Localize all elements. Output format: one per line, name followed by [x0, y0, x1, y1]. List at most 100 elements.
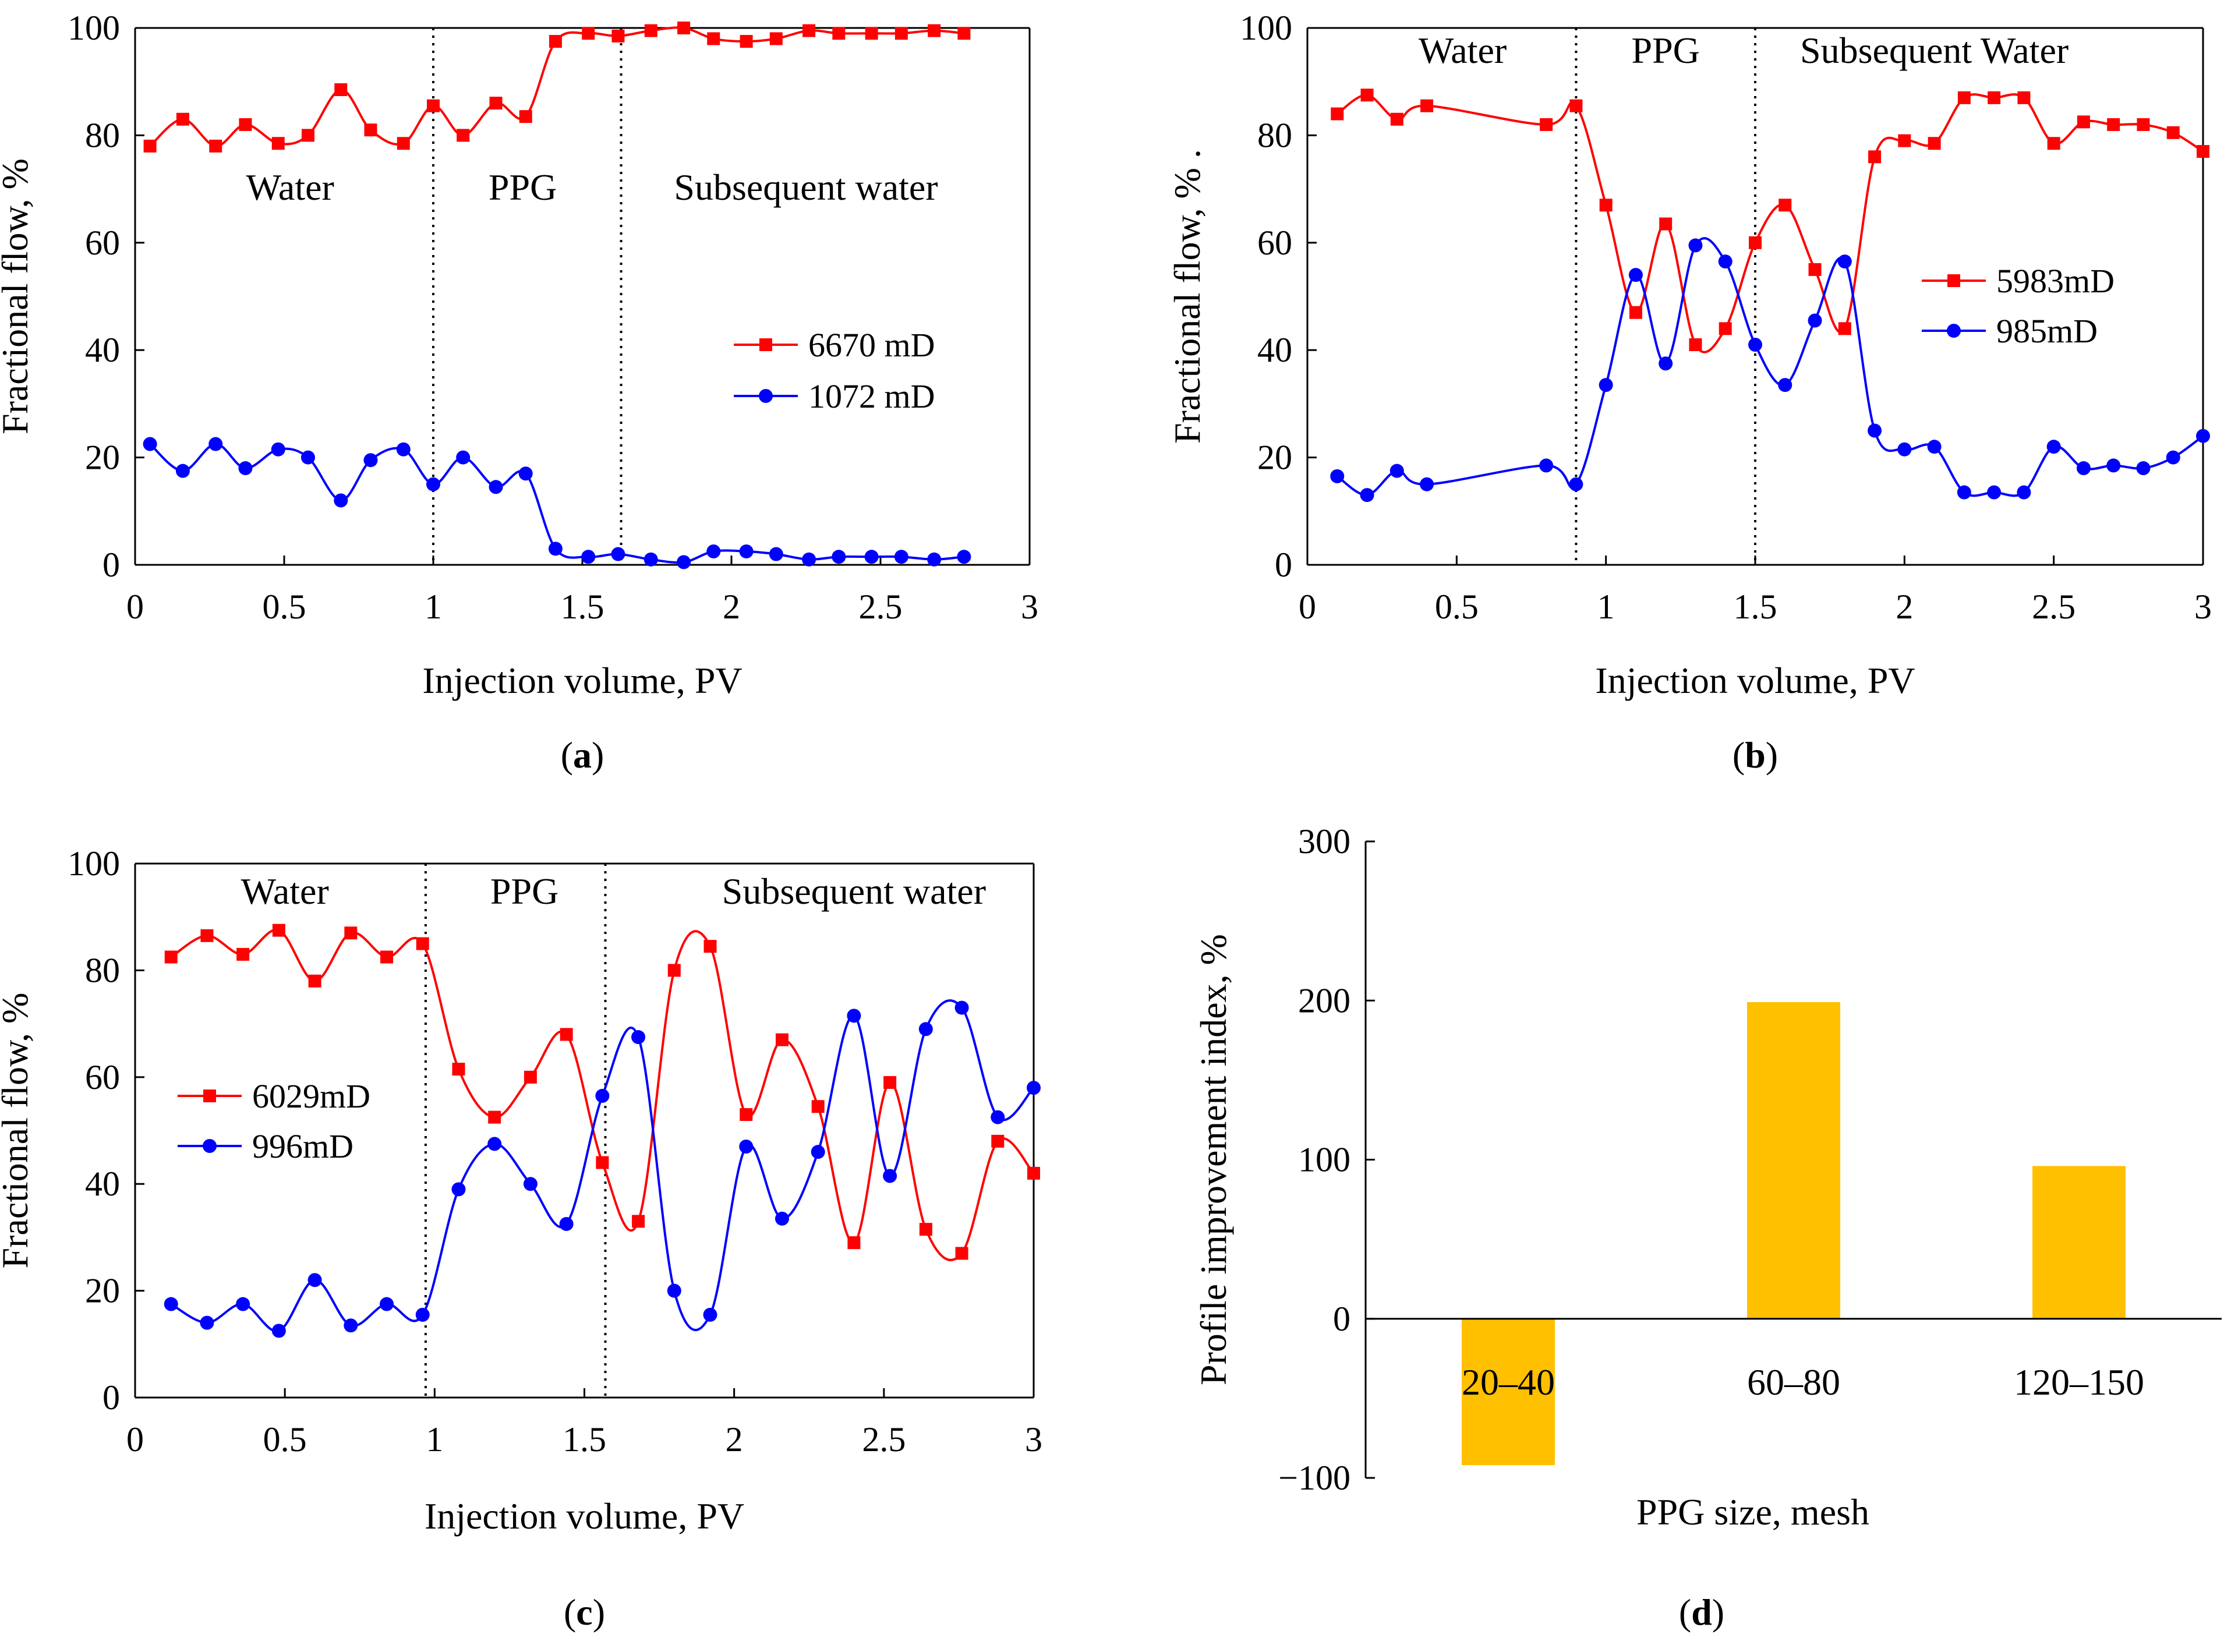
y-tick-label: 20 — [1257, 438, 1292, 477]
bar — [2032, 1166, 2126, 1319]
y-tick-label: 100 — [1298, 1141, 1350, 1179]
data-point — [739, 544, 754, 558]
y-axis-title: Fractional flow, % . — [1166, 149, 1208, 444]
data-point — [1599, 199, 1613, 212]
data-point — [272, 924, 285, 937]
panel-a-legend-labels: 6670 mD 1072 mD — [808, 326, 935, 415]
data-point — [1748, 337, 1762, 352]
panel-b-y-ticks: 0 20 40 60 80 100 — [1240, 9, 1317, 584]
x-tick-label: 2.5 — [859, 588, 903, 626]
data-point — [1360, 89, 1374, 102]
category-label: 60–80 — [1747, 1361, 1840, 1403]
data-point — [308, 974, 321, 988]
data-point — [271, 1324, 286, 1338]
data-point — [954, 1000, 969, 1015]
data-point — [1390, 112, 1403, 126]
data-point — [334, 493, 348, 508]
data-point — [1360, 488, 1374, 503]
data-point — [2046, 440, 2061, 454]
panel-c: 0 0.5 1 1.5 2 2.5 3 0 20 40 60 80 100 Water PPG Sub… — [0, 844, 1042, 1633]
data-point — [143, 437, 157, 451]
data-point — [1569, 477, 1583, 491]
y-tick-label: 300 — [1298, 822, 1350, 861]
x-tick-label: 0.5 — [263, 1420, 307, 1459]
legend-label: 1072 mD — [808, 377, 935, 415]
y-tick-label: 0 — [1275, 546, 1292, 584]
y-tick-label: 80 — [85, 116, 120, 154]
data-point — [344, 926, 358, 940]
legend-label: 6029mD — [252, 1077, 370, 1115]
data-point — [2137, 118, 2150, 131]
legend-marker — [1947, 274, 1960, 287]
data-point — [1988, 91, 2001, 104]
data-point — [175, 464, 190, 478]
region-label: Water — [246, 167, 334, 208]
y-tick-label: 40 — [1257, 331, 1292, 369]
data-point — [1779, 199, 1792, 212]
data-point — [560, 1028, 573, 1041]
x-tick-label: 2 — [1896, 588, 1913, 626]
region-label: Subsequent water — [722, 871, 986, 912]
data-point — [209, 139, 222, 153]
data-point — [1778, 378, 1792, 392]
x-tick-label: 3 — [2194, 588, 2212, 626]
data-point — [271, 137, 285, 150]
panel-a-series — [143, 22, 971, 569]
data-point — [2166, 450, 2180, 465]
panel-label: (a) — [561, 734, 604, 776]
data-point — [300, 450, 315, 465]
y-axis-title: Fractional flow, % — [0, 158, 36, 434]
data-point — [451, 1182, 466, 1197]
y-tick-label: 0 — [102, 1378, 120, 1417]
panel-label: (c) — [564, 1591, 605, 1633]
legend-label: 996mD — [252, 1127, 353, 1165]
panel-d-category-labels: 20–40 60–80 120–150 — [1462, 1361, 2144, 1403]
data-point — [1868, 150, 1882, 164]
region-label: PPG — [490, 871, 558, 912]
data-point — [1927, 440, 1942, 454]
data-point — [1420, 99, 1434, 112]
data-point — [677, 555, 691, 569]
data-point — [991, 1134, 1005, 1148]
legend-label: 985mD — [1996, 312, 2098, 350]
data-point — [426, 477, 440, 491]
data-point — [740, 1108, 753, 1121]
y-tick-label: 100 — [1240, 9, 1292, 47]
panel-a-y-ticks: 0 20 40 60 80 100 — [68, 9, 144, 584]
data-point — [518, 466, 533, 481]
data-point — [1389, 464, 1404, 478]
data-point — [364, 123, 377, 137]
x-tick-label: 0 — [1299, 588, 1316, 626]
data-point — [894, 27, 908, 40]
panel-label: (b) — [1732, 734, 1778, 776]
data-point — [415, 1307, 430, 1322]
data-point — [489, 97, 503, 110]
panel-c-legend — [178, 1089, 242, 1153]
data-point — [2017, 485, 2031, 500]
data-point — [991, 1110, 1005, 1124]
panel-d-y-ticks: −100 0 100 200 300 — [1278, 822, 1375, 1497]
data-point — [811, 1100, 825, 1113]
data-point — [1898, 134, 1911, 147]
data-point — [488, 1110, 501, 1124]
data-point — [703, 1307, 717, 1322]
data-point — [739, 1140, 754, 1154]
data-point — [2136, 461, 2151, 476]
data-point — [631, 1030, 646, 1045]
panel-a-axes — [134, 27, 1031, 566]
data-point — [1539, 458, 1554, 473]
panel-b-x-ticks: 0 0.5 1 1.5 2 2.5 3 — [1299, 556, 2212, 626]
data-point — [2107, 118, 2120, 131]
data-point — [176, 112, 189, 126]
data-point — [1868, 423, 1882, 438]
data-point — [1719, 322, 1732, 335]
data-point — [707, 32, 720, 45]
data-point — [1659, 356, 1673, 371]
data-point — [667, 964, 681, 977]
data-point — [883, 1076, 897, 1089]
data-point — [456, 450, 471, 465]
legend-marker — [203, 1139, 217, 1153]
data-point — [832, 550, 846, 564]
data-point — [489, 480, 503, 494]
data-point — [549, 35, 562, 48]
